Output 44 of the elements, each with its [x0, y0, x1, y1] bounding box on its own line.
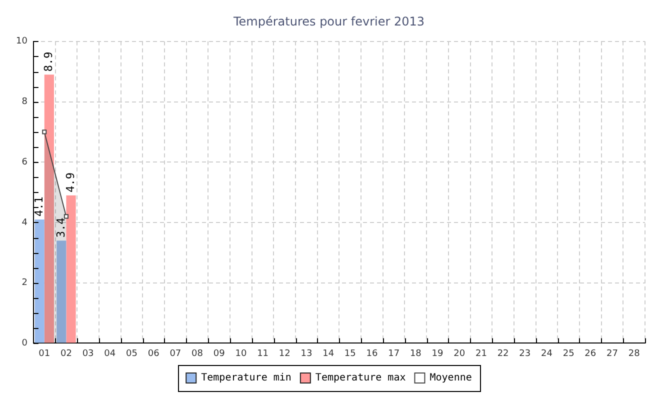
- x-tick-label: 27: [606, 348, 618, 359]
- x-tick-label: 24: [540, 348, 553, 359]
- y-tick-label: 8: [22, 97, 28, 108]
- x-tick-label: 07: [170, 348, 182, 359]
- y-tick-label: 4: [22, 218, 28, 228]
- x-tick-label: 16: [366, 348, 378, 359]
- y-tick-label: 2: [22, 278, 28, 288]
- chart-title: Températures pour fevrier 2013: [232, 14, 425, 28]
- x-tick-label: 04: [104, 348, 116, 359]
- bar: [34, 219, 44, 343]
- x-tick-label: 08: [192, 348, 204, 359]
- y-tick-label: 10: [16, 36, 28, 47]
- x-tick-label: 06: [148, 348, 160, 359]
- legend-label: Temperature min: [201, 372, 292, 384]
- x-tick-label: 14: [322, 348, 334, 359]
- x-tick-label: 09: [213, 348, 226, 359]
- x-tick-label: 26: [584, 348, 596, 359]
- x-tick-label: 11: [257, 348, 269, 359]
- legend-label: Moyenne: [430, 372, 472, 384]
- bar: [56, 240, 66, 343]
- y-tick-label: 6: [22, 157, 28, 168]
- x-tick-label: 03: [82, 348, 94, 359]
- data-label: 4.9: [64, 172, 77, 192]
- x-tick-label: 12: [278, 348, 290, 359]
- legend-label: Temperature max: [315, 372, 406, 384]
- x-tick-label: 15: [344, 348, 356, 359]
- x-tick-label: 28: [628, 348, 640, 359]
- x-tick-label: 17: [388, 348, 400, 359]
- data-label: 8.9: [42, 52, 56, 72]
- x-tick-label: 23: [519, 348, 531, 359]
- x-tick-label: 05: [126, 348, 138, 359]
- data-label: 3.4: [54, 217, 68, 238]
- x-tick-label: 20: [454, 348, 466, 359]
- x-tick-label: 18: [410, 348, 422, 359]
- x-tick-label: 21: [475, 348, 487, 359]
- data-label: 4.1: [32, 196, 46, 216]
- x-tick-label: 01: [38, 348, 50, 359]
- x-tick-label: 22: [497, 348, 509, 359]
- x-tick-label: 02: [60, 348, 72, 359]
- y-tick-label: 0: [22, 338, 28, 349]
- x-tick-label: 25: [562, 348, 574, 359]
- x-tick-label: 10: [235, 348, 247, 359]
- x-tick-label: 19: [432, 348, 444, 359]
- x-tick-label: 13: [300, 348, 312, 359]
